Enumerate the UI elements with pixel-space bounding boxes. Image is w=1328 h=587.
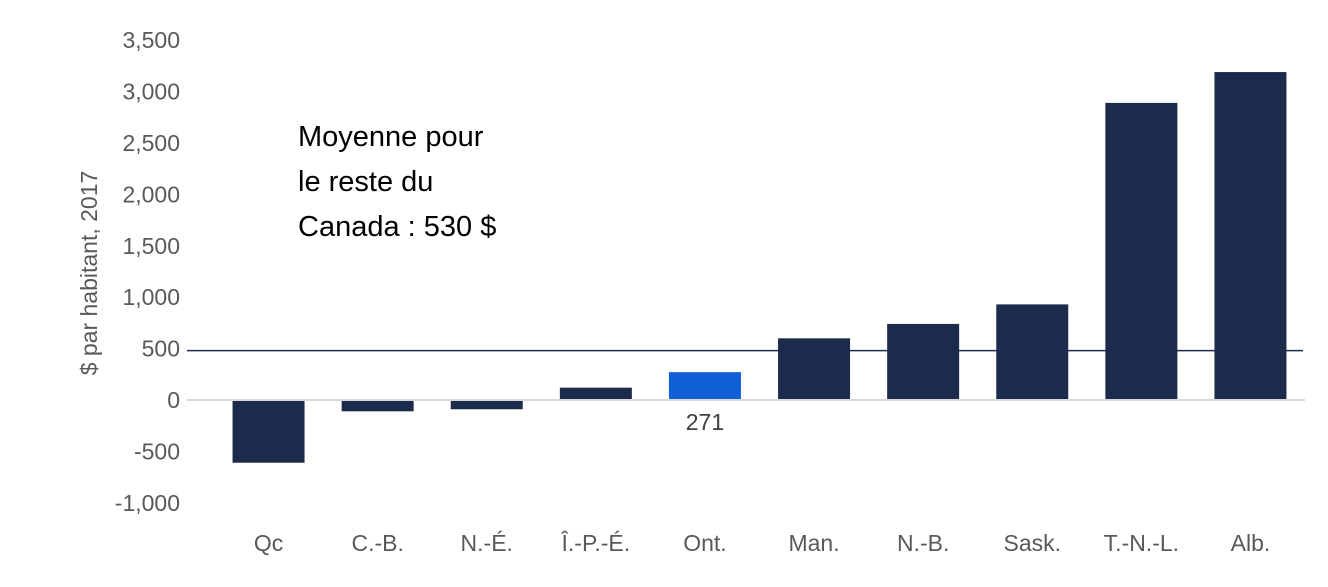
y-axis-label: $ par habitant, 2017 [76, 171, 102, 376]
bar [1214, 72, 1287, 401]
x-category-label: Alb. [1231, 530, 1271, 556]
y-tick-label: 1,500 [122, 233, 180, 259]
average-annotation: Moyenne pour le reste du Canada : 530 $ [298, 121, 496, 243]
y-tick-label: 2,500 [122, 130, 180, 156]
bar [996, 304, 1069, 400]
x-category-label: T.-N.-L. [1104, 530, 1179, 556]
annotation-line: Moyenne pour [298, 121, 484, 153]
x-category-label: N.-B. [897, 530, 949, 556]
y-tick-label: 2,000 [122, 181, 180, 207]
y-tick-label: 3,000 [122, 79, 180, 105]
bar-data-label: 271 [686, 409, 724, 435]
y-tick-label: 0 [167, 387, 180, 413]
bar [232, 400, 305, 463]
annotation-line: le reste du [298, 166, 433, 198]
x-category-label: Sask. [1003, 530, 1061, 556]
annotation-line: Canada : 530 $ [298, 211, 496, 243]
data-labels: 271 [686, 409, 724, 435]
x-category-label: Ont. [683, 530, 726, 556]
x-category-label: C.-B. [351, 530, 403, 556]
y-tick-label: 1,000 [122, 284, 180, 310]
y-tick-label: -1,000 [115, 490, 180, 516]
category-labels: Qc C.-B. N.-É. Î.-P.-É. Ont. Man. N.-B. Sask. T.… [254, 530, 1270, 556]
bar [1105, 102, 1178, 401]
x-category-label: Î.-P.-É. [561, 530, 631, 556]
y-tick-label: 500 [142, 336, 180, 362]
bar [668, 372, 741, 400]
bar [559, 387, 632, 400]
y-tick-label: -500 [134, 438, 180, 464]
x-category-label: N.-É. [461, 530, 513, 556]
x-category-label: Qc [254, 530, 283, 556]
bar [778, 338, 851, 400]
y-axis-ticks: -1,000 -500 0 500 1,000 1,500 2,000 2,500 3,000 3… [115, 27, 180, 516]
x-category-label: Man. [788, 530, 839, 556]
bar [341, 400, 414, 412]
bar [450, 400, 523, 410]
y-tick-label: 3,500 [122, 27, 180, 53]
bar [887, 323, 960, 400]
